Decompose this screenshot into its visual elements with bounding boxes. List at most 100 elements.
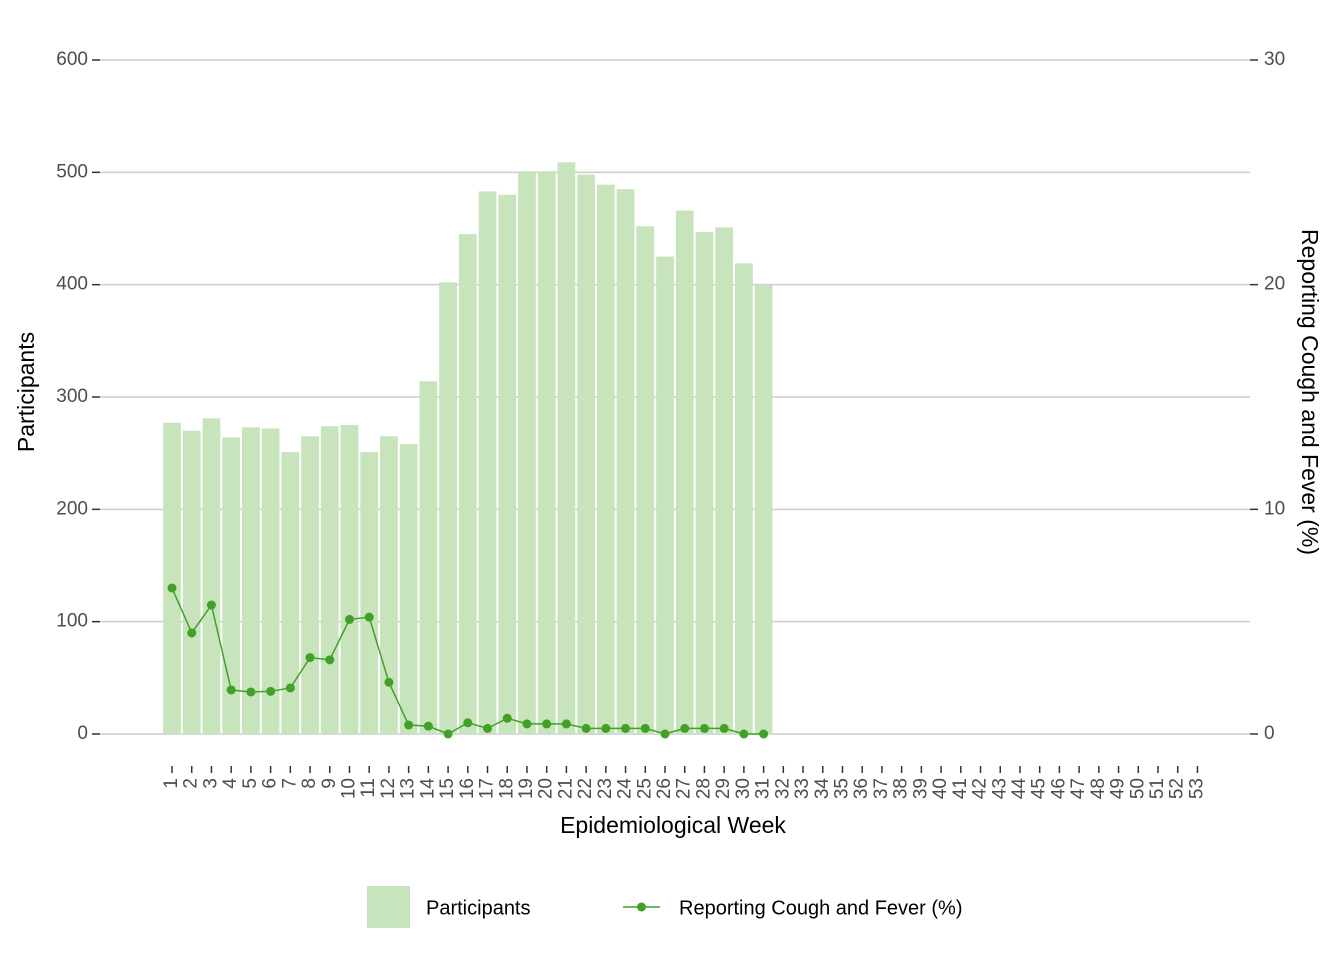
x-tick-label: 46 [1048, 778, 1069, 799]
y-tick-label: 100 [56, 611, 88, 632]
point [305, 653, 315, 663]
point [621, 723, 631, 733]
y2-tick-label: 0 [1264, 723, 1275, 744]
x-tick-label: 12 [378, 778, 399, 799]
point [226, 685, 236, 695]
bar [596, 184, 615, 734]
bar [478, 191, 497, 734]
x-axis-title: Epidemiological Week [560, 812, 786, 838]
x-tick-label: 30 [733, 778, 754, 799]
bar [163, 422, 181, 734]
bar [320, 426, 339, 734]
x-tick-label: 31 [753, 778, 774, 799]
x-tick-label: 45 [1029, 778, 1050, 799]
bar [636, 226, 655, 734]
x-tick-label: 38 [891, 778, 912, 799]
x-tick-label: 28 [693, 778, 714, 799]
legend-swatch-point [637, 902, 646, 912]
x-tick-label: 27 [674, 778, 695, 799]
point [739, 729, 749, 739]
bar [301, 436, 319, 734]
bar [754, 284, 773, 734]
x-tick-label: 16 [457, 778, 478, 799]
x-tick-label: 36 [851, 778, 872, 799]
x-tick-label: 10 [338, 778, 359, 799]
point [167, 583, 177, 593]
point [246, 687, 256, 697]
bar [380, 436, 398, 734]
point [285, 683, 295, 693]
legend-swatch [367, 886, 410, 928]
bar [577, 174, 595, 734]
x-tick-label: 17 [477, 778, 498, 799]
x-tick-label: 43 [989, 778, 1010, 799]
bar [557, 162, 576, 734]
x-tick-label: 47 [1068, 778, 1089, 799]
x-tick-label: 21 [555, 778, 576, 799]
point [699, 723, 709, 733]
bar [261, 428, 280, 734]
y-tick-label: 200 [56, 498, 88, 519]
y2-tick-label: 20 [1264, 274, 1285, 295]
y-tick-label: 400 [56, 274, 88, 295]
point [384, 677, 394, 687]
x-tick-label: 3 [200, 778, 221, 789]
x-tick-label: 37 [871, 778, 892, 799]
x-tick-label: 8 [299, 778, 320, 789]
bar [202, 418, 221, 734]
x-tick-label: 32 [772, 778, 793, 799]
point [581, 723, 591, 733]
x-tick-label: 2 [181, 778, 202, 789]
x-tick-label: 14 [417, 778, 438, 800]
bar [735, 263, 753, 734]
y-tick-label: 600 [56, 49, 88, 70]
x-tick-label: 22 [575, 778, 596, 799]
x-tick-label: 6 [260, 778, 281, 789]
bar [616, 189, 635, 734]
bar [419, 381, 438, 734]
bar [537, 171, 556, 734]
x-tick-label: 7 [279, 778, 300, 789]
x-tick-label: 42 [970, 778, 991, 799]
x-tick-label: 15 [437, 778, 458, 799]
point [364, 612, 374, 622]
point [443, 729, 453, 739]
point [759, 729, 769, 739]
y-tick-label: 300 [56, 386, 88, 407]
point [187, 628, 197, 638]
x-tick-label: 35 [831, 778, 852, 799]
point [522, 719, 532, 729]
bar [281, 452, 300, 734]
bar [518, 171, 536, 734]
point [463, 718, 473, 728]
bar [458, 234, 477, 734]
point [206, 600, 216, 610]
bar [715, 227, 734, 735]
x-tick-label: 39 [910, 778, 931, 799]
bar [182, 430, 201, 734]
point [660, 729, 670, 739]
point [601, 723, 611, 733]
legend-item: Participants [367, 886, 531, 928]
point [483, 723, 493, 733]
y2-tick-label: 10 [1264, 498, 1285, 519]
y2-tick-label: 30 [1264, 49, 1285, 70]
x-tick-label: 44 [1009, 778, 1030, 800]
y-axis-title: Participants [13, 332, 39, 452]
bar [340, 425, 359, 734]
x-tick-label: 53 [1186, 778, 1207, 799]
bar [675, 210, 694, 734]
x-tick-label: 26 [654, 778, 675, 799]
legend-label: Participants [426, 897, 531, 919]
point [680, 723, 690, 733]
point [325, 655, 335, 665]
bar [695, 231, 714, 734]
point [404, 720, 414, 730]
bar [222, 437, 241, 734]
y2-axis-title: Reporting Cough and Fever (%) [1297, 229, 1323, 555]
point [640, 723, 650, 733]
legend-item: Reporting Cough and Fever (%) [623, 897, 962, 919]
x-tick-label: 13 [398, 778, 419, 799]
point [266, 686, 276, 696]
